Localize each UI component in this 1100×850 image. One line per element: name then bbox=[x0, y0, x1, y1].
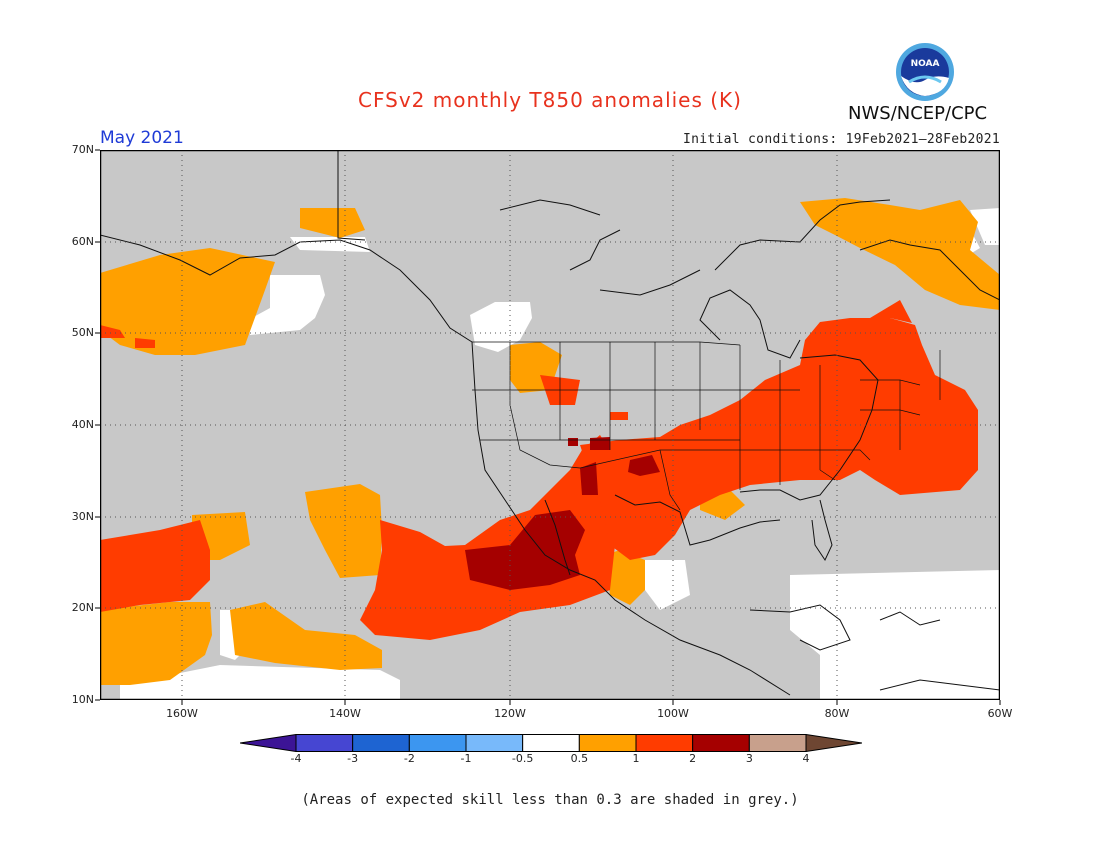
legend-label: -3 bbox=[347, 752, 359, 765]
legend-swatch bbox=[465, 734, 524, 752]
lon-label-100w: 100W bbox=[657, 707, 689, 720]
legend-swatch bbox=[748, 734, 807, 752]
legend-label: -4 bbox=[290, 752, 302, 765]
legend-label: 3 bbox=[745, 752, 753, 765]
state-borders bbox=[472, 341, 941, 511]
legend-swatch-max bbox=[805, 734, 862, 752]
noaa-logo-text: NOAA bbox=[911, 59, 940, 69]
lat-label-60n: 60N bbox=[71, 235, 94, 248]
anomaly-1-to-2 bbox=[100, 300, 978, 640]
lon-label-120w: 120W bbox=[494, 707, 526, 720]
lat-label-30n: 30N bbox=[71, 510, 94, 523]
lon-label-160w: 160W bbox=[166, 707, 198, 720]
legend-swatch-min bbox=[240, 734, 297, 752]
axis-ticks bbox=[95, 149, 1001, 705]
legend-swatch bbox=[295, 734, 354, 752]
forecast-period: May 2021 bbox=[100, 128, 184, 148]
graticule bbox=[100, 150, 1000, 700]
anomaly-map bbox=[100, 150, 1000, 700]
color-legend bbox=[240, 734, 862, 752]
initial-conditions: Initial conditions: 19Feb2021–28Feb2021 bbox=[683, 132, 1000, 147]
legend-swatch bbox=[352, 734, 410, 752]
legend-swatch bbox=[635, 734, 694, 752]
skill-footnote: (Areas of expected skill less than 0.3 a… bbox=[301, 792, 799, 808]
lat-label-40n: 40N bbox=[71, 418, 94, 431]
legend-label: -1 bbox=[460, 752, 472, 765]
noaa-logo-icon: NOAA bbox=[896, 43, 954, 101]
legend-swatch bbox=[578, 734, 637, 752]
legend-label: 2 bbox=[689, 752, 697, 765]
lon-label-80w: 80W bbox=[824, 707, 850, 720]
legend-label: -0.5 bbox=[511, 752, 534, 765]
map-frame bbox=[100, 150, 1000, 700]
legend-swatch bbox=[408, 734, 467, 752]
legend-swatch bbox=[692, 734, 750, 752]
lat-label-20n: 20N bbox=[71, 601, 94, 614]
legend-swatch bbox=[522, 734, 580, 752]
lat-label-70n: 70N bbox=[71, 143, 94, 156]
legend-label: 4 bbox=[802, 752, 810, 765]
lat-label-10n: 10N bbox=[71, 693, 94, 706]
lon-label-60w: 60W bbox=[987, 707, 1013, 720]
organization-label: NWS/NCEP/CPC bbox=[848, 103, 988, 124]
lon-label-140w: 140W bbox=[329, 707, 361, 720]
legend-label: -2 bbox=[403, 752, 415, 765]
lat-label-50n: 50N bbox=[71, 326, 94, 339]
map-title: CFSv2 monthly T850 anomalies (K) bbox=[358, 88, 742, 112]
legend-label: 0.5 bbox=[570, 752, 589, 765]
legend-label: 1 bbox=[632, 752, 640, 765]
anomaly-2-to-3 bbox=[465, 437, 660, 590]
